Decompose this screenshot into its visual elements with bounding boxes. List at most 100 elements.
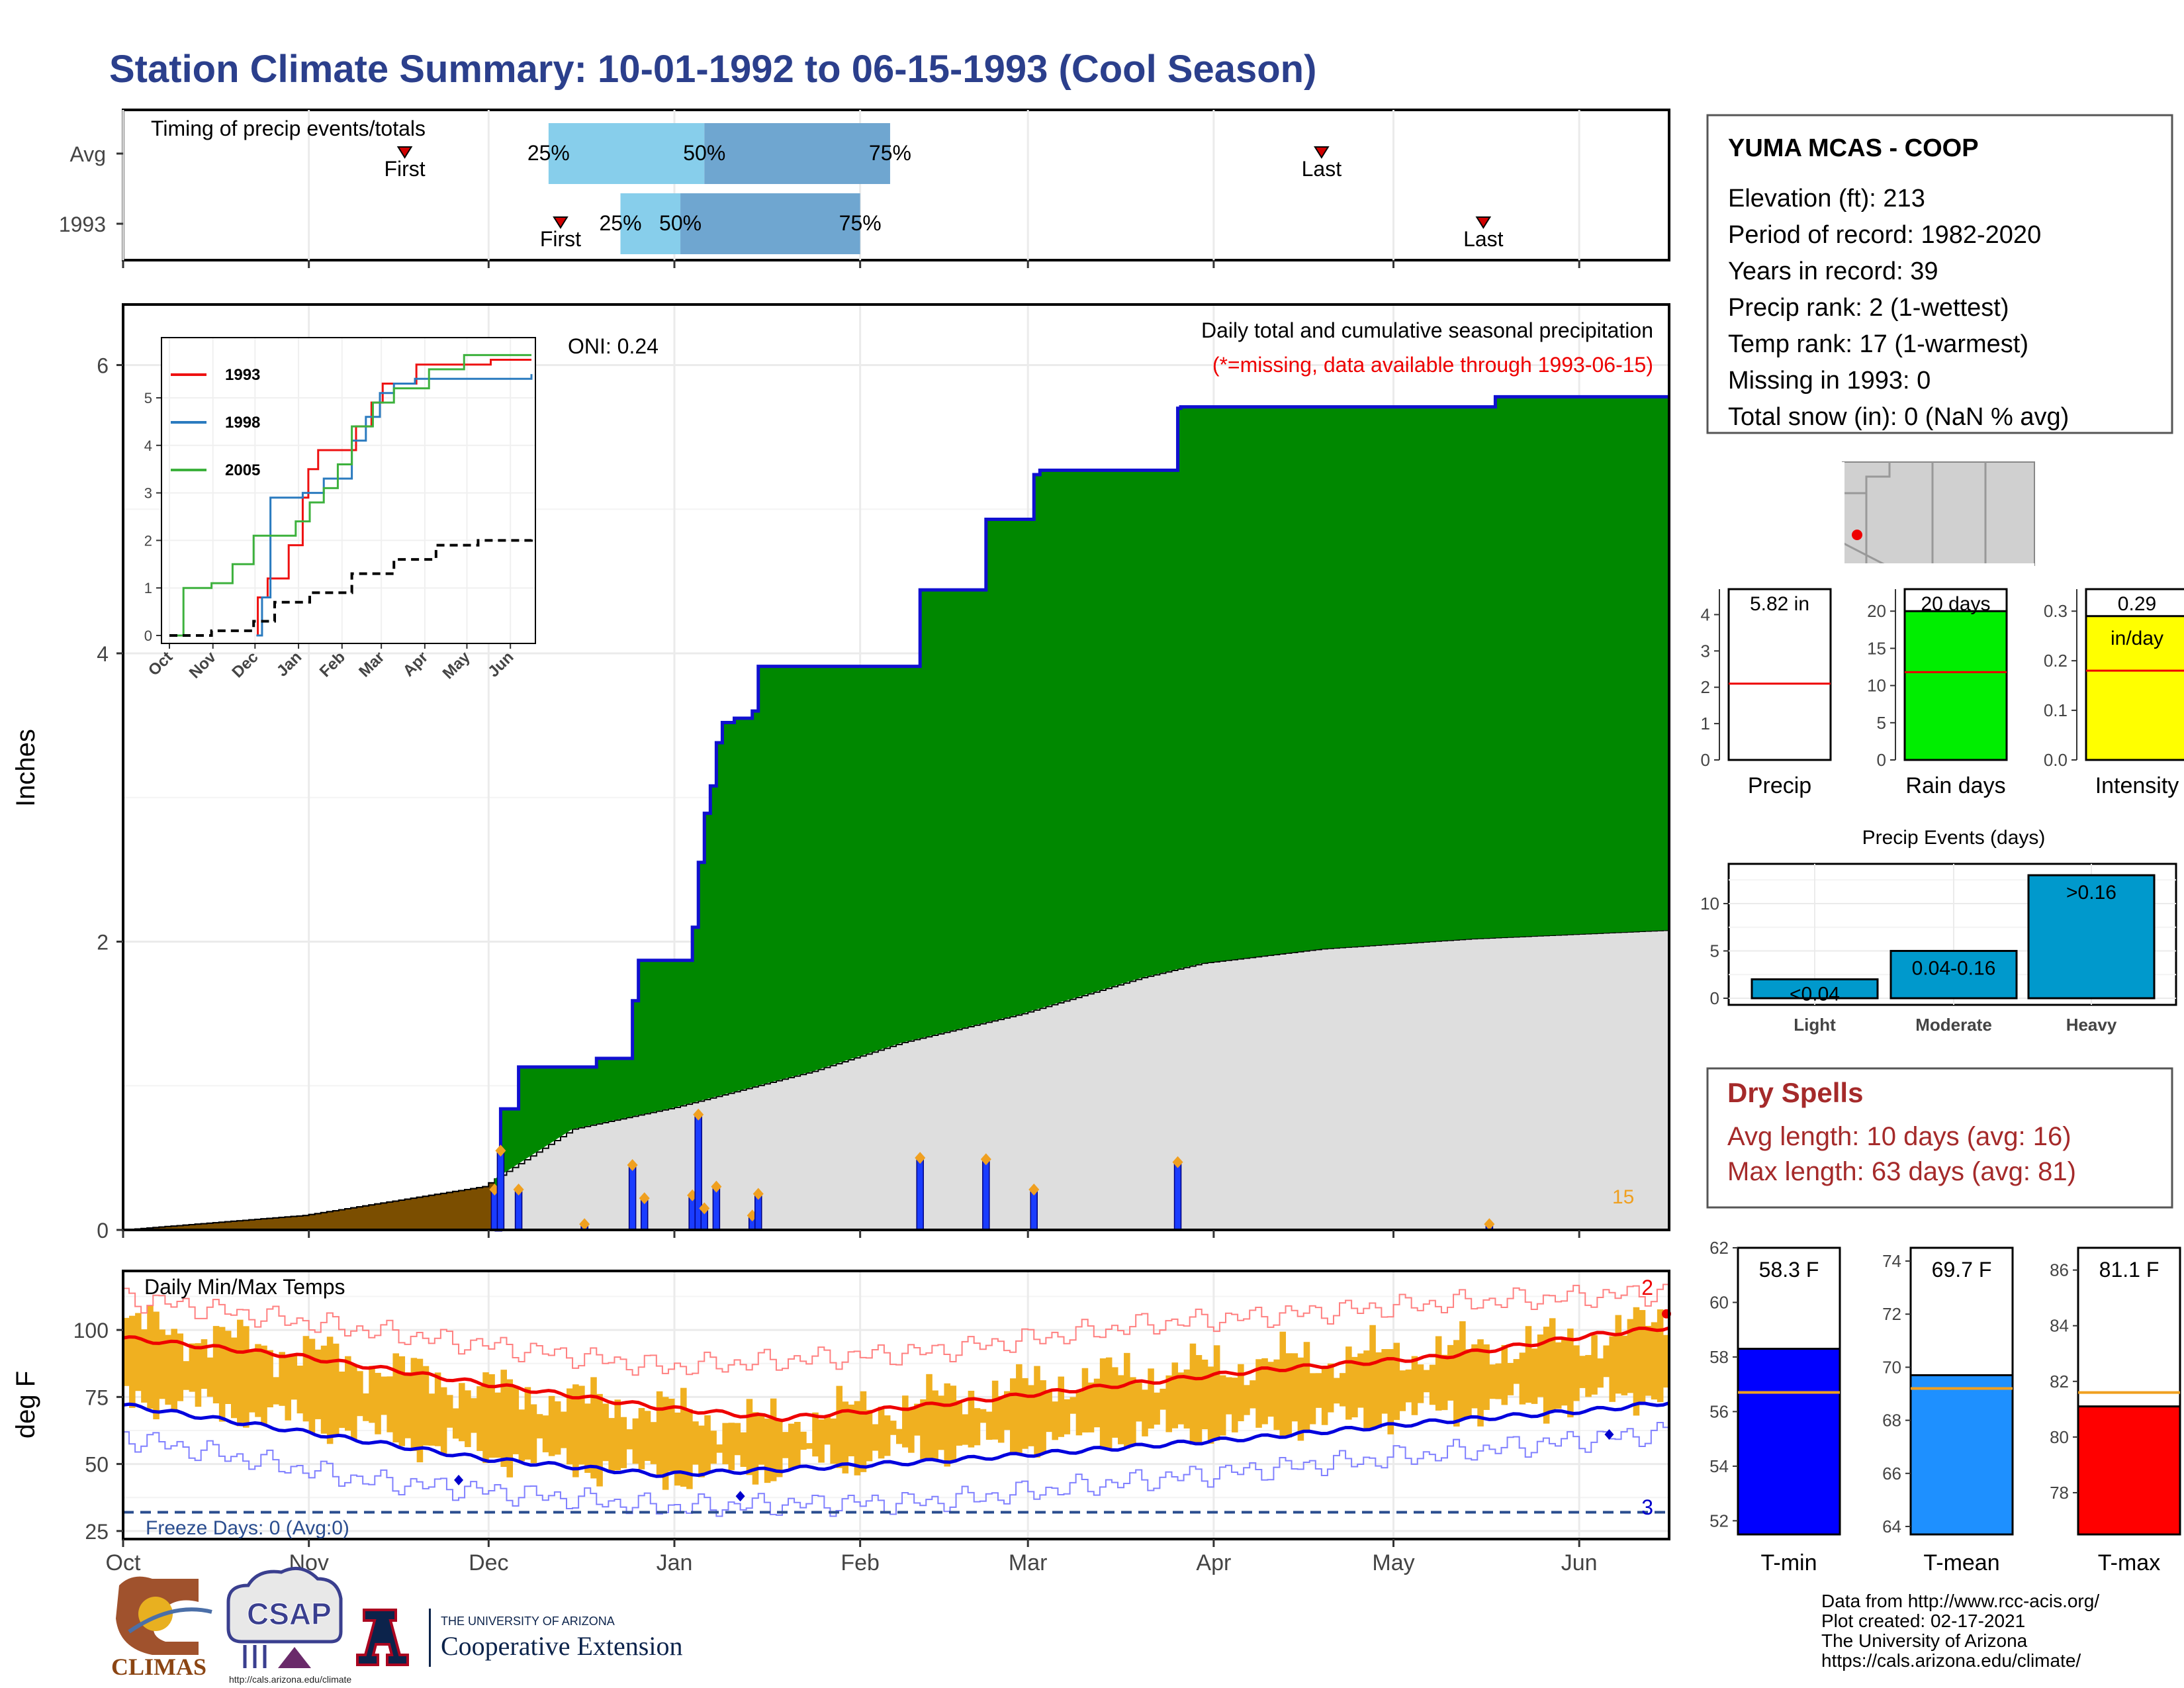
timing-p50-label: 50% [683,141,725,165]
temp-panel-title: Daily Min/Max Temps [144,1275,345,1299]
daily-temp-range-bar [1058,1376,1065,1437]
mini-bar-y-tick-label: 2 [1701,677,1710,697]
daily-temp-range-bar [1040,1380,1046,1454]
daily-precip-marker [752,1188,764,1200]
daily-temp-range-bar [572,1384,579,1477]
precip-panel-subtitle: (*=missing, data available through 1993-… [1212,353,1653,377]
csap-logo: CSAP http://cals.arizona.edu/climate [226,1566,351,1685]
daily-temp-range-bar [494,1392,501,1458]
daily-precip-bar [496,1150,505,1231]
temp-bar-fill [2077,1405,2181,1536]
timing-marker [553,216,569,229]
daily-temp-range-bar [860,1391,867,1472]
daily-temp-range-bar [854,1401,861,1476]
month-tick-label: Jan [657,1550,693,1575]
daily-temp-range-bar [578,1385,585,1465]
daily-temp-range-bar [776,1419,783,1477]
temp-bar-value-label: 81.1 F [2099,1258,2160,1282]
daily-temp-range-bar [129,1315,136,1408]
daily-temp-range-bar [1381,1348,1388,1414]
daily-temp-range-bar [788,1423,795,1470]
daily-temp-range-bar [812,1412,819,1457]
timing-50-75-bar [704,123,890,184]
temp-bar-y-tick-label: 70 [1882,1357,1901,1377]
page-title: Station Climate Summary: 10-01-1992 to 0… [109,48,1316,91]
daily-temp-range-bar [1609,1336,1616,1402]
daily-temp-range-bar [800,1431,807,1450]
daily-temp-range-bar [956,1400,963,1446]
daily-temp-range-bar [1261,1358,1268,1425]
locator-map [1841,461,2035,567]
timing-marker-label: Last [1302,157,1342,181]
daily-temp-range-bar [338,1371,345,1429]
daily-temp-range-bar [1573,1345,1580,1401]
mini-bar-y-tick-label: 4 [1701,604,1710,624]
mini-bar-fill [2085,615,2184,761]
daily-temp-range-bar [1645,1325,1652,1396]
daily-temp-range-bar [1081,1368,1089,1432]
daily-temp-range-bar [530,1404,537,1464]
daily-precip-bar [982,1158,990,1231]
daily-temp-range-bar [1465,1349,1472,1419]
precip-y-axis-label: Inches [11,729,40,807]
daily-temp-range-bar [1003,1391,1011,1430]
ua-big-text: Cooperative Extension [441,1631,682,1661]
daily-temp-range-bar [195,1343,202,1407]
daily-temp-range-bar [662,1397,669,1490]
events-y-tick-label: 0 [1710,988,1719,1008]
daily-temp-range-bar [1213,1345,1220,1441]
daily-temp-range-bar [1225,1377,1232,1415]
daily-temp-range-bar [644,1411,651,1461]
oni-label: ONI: 0.24 [568,334,659,358]
daily-temp-range-bar [1034,1366,1040,1458]
daily-temp-range-bar [524,1387,531,1460]
daily-temp-range-bar [159,1329,165,1399]
daily-temp-range-bar [968,1390,975,1448]
dry-spells-title: Dry Spells [1727,1077,1863,1108]
daily-precip-marker [693,1108,704,1121]
daily-temp-range-bar [1351,1356,1358,1418]
daily-temp-range-bar [596,1393,603,1487]
daily-temp-range-bar [638,1408,645,1470]
daily-temp-range-bar [500,1370,507,1467]
record-min-line [123,1421,1670,1517]
daily-temp-range-bar [1555,1342,1562,1409]
daily-precip-marker [627,1159,638,1172]
daily-temp-range-bar [381,1376,387,1415]
daily-temp-range-bar [189,1343,196,1392]
daily-temp-range-bar [1615,1315,1622,1394]
daily-temp-range-bar [1309,1373,1316,1425]
temp-bar-y-tick-label: 72 [1882,1304,1901,1324]
daily-temp-range-bar [446,1395,453,1428]
daily-temp-range-bar [1561,1338,1568,1406]
temp-bar-y-tick-label: 64 [1882,1517,1901,1536]
mini-bar-category-label: Rain days [1905,773,2005,798]
daily-temp-range-bar [770,1398,777,1481]
daily-temp-range-bar [842,1401,849,1474]
temp-y-tick-label: 100 [73,1319,109,1342]
daily-temp-range-bar [351,1365,357,1440]
events-y-tick-label: 10 [1700,894,1719,914]
daily-temp-range-bar [985,1411,993,1440]
daily-temp-range-bar [1399,1370,1406,1411]
inset-y-tick-label: 0 [144,628,152,644]
temp-bar-fill [1909,1374,2014,1536]
daily-temp-range-bar [1160,1388,1166,1410]
daily-temp-range-bar [1064,1399,1071,1434]
station-info-line: Precip rank: 2 (1-wettest) [1728,294,2009,322]
temp-bar-category-label: T-min [1761,1550,1817,1575]
daily-temp-range-bar [1453,1340,1460,1427]
daily-temp-range-bar [1052,1401,1058,1440]
temp-bar-y-tick-label: 54 [1709,1456,1729,1476]
daily-temp-range-bar [1022,1378,1028,1449]
temp-bar-y-tick-label: 56 [1709,1401,1729,1421]
daily-temp-range-bar [1321,1366,1328,1425]
daily-temp-range-bar [602,1403,609,1462]
daily-temp-range-bar [375,1372,381,1434]
daily-temp-range-bar [1340,1373,1346,1407]
daily-temp-range-bar [416,1358,424,1463]
daily-temp-range-bar [704,1415,711,1474]
daily-temp-range-bar [1549,1318,1556,1413]
daily-temp-range-bar [908,1408,915,1453]
daily-precip-marker [980,1153,991,1166]
